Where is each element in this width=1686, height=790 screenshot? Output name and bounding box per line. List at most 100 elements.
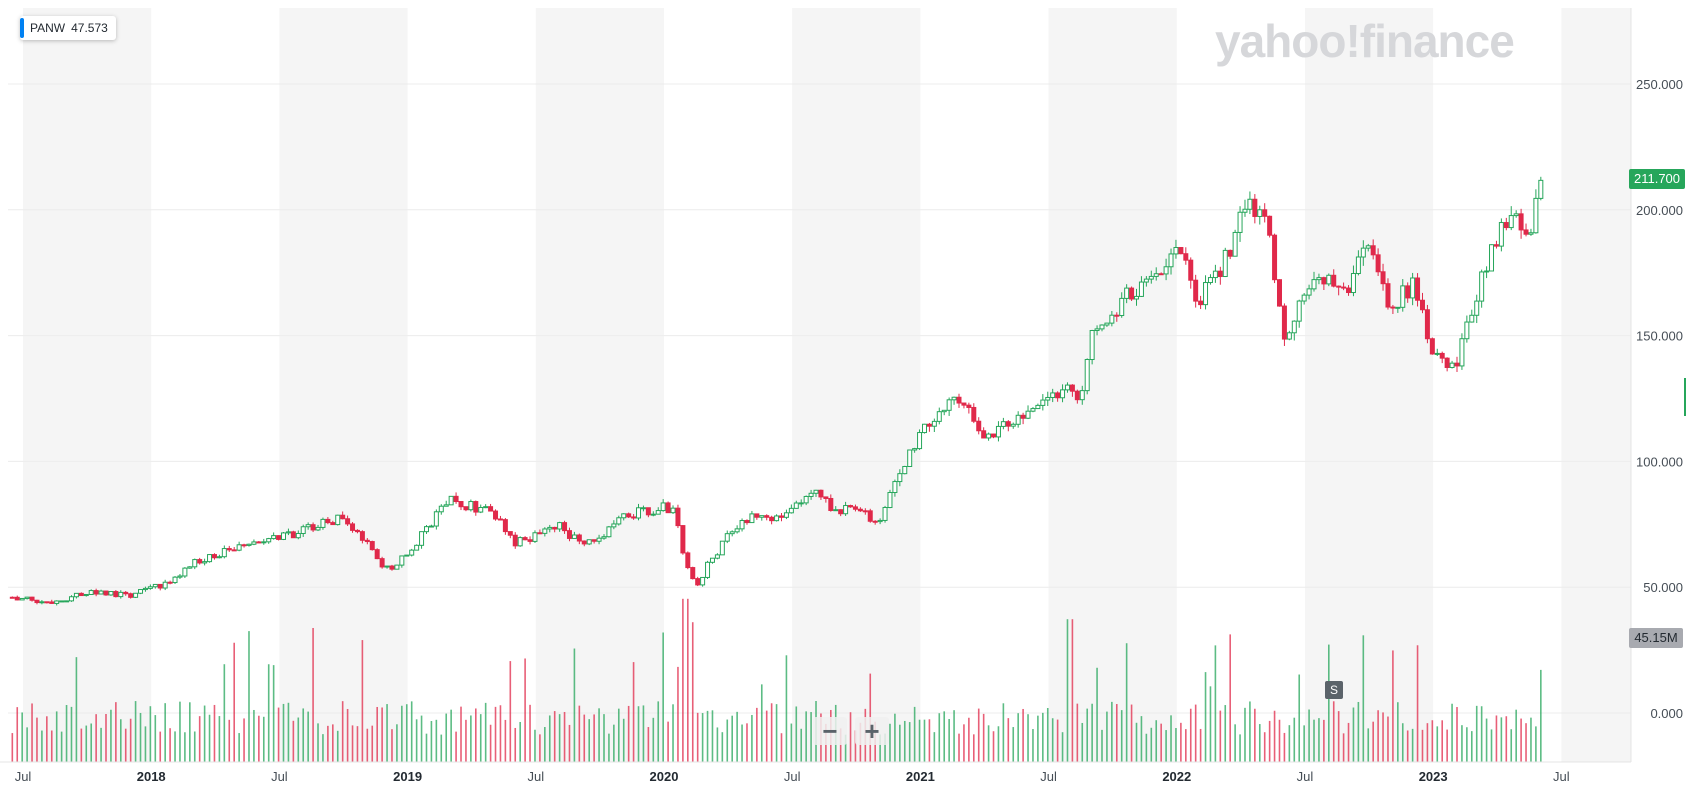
candle-body	[1355, 256, 1361, 275]
candle-body	[1055, 392, 1061, 399]
candle-body	[295, 532, 301, 539]
split-marker[interactable]: S	[1325, 681, 1343, 699]
candle-up	[1119, 292, 1125, 318]
candle-up	[443, 500, 449, 507]
y-tick-label: 200.000	[1636, 203, 1683, 218]
candle-up	[636, 503, 642, 521]
candle-down	[1336, 285, 1342, 296]
volume-bar	[1357, 701, 1360, 762]
candle-down	[340, 511, 346, 520]
candle-body	[606, 526, 612, 538]
candle-up	[951, 396, 957, 405]
candle-up	[187, 566, 193, 569]
candle-body	[1222, 249, 1228, 278]
candle-up	[798, 499, 804, 507]
candle-down	[1493, 240, 1499, 249]
volume-bar	[1263, 732, 1266, 762]
candle-body	[226, 548, 232, 551]
candle-up	[719, 540, 725, 556]
volume-bar	[1061, 732, 1064, 762]
candle-body	[971, 406, 977, 422]
candle-body	[1232, 231, 1238, 257]
candle-body	[1365, 245, 1371, 249]
candle-body	[83, 593, 89, 597]
candle-body	[443, 504, 449, 507]
candle-body	[547, 526, 553, 530]
volume-bar	[958, 733, 960, 762]
volume-bar	[519, 721, 521, 762]
volume-bar	[1392, 650, 1394, 762]
candle-body	[1163, 266, 1169, 275]
volume-bar	[179, 701, 181, 762]
candle-down	[290, 530, 296, 539]
candle-up	[1469, 309, 1475, 323]
candle-down	[167, 580, 173, 585]
candle-down	[764, 514, 770, 521]
candle-body	[1395, 306, 1401, 309]
volume-bar	[381, 707, 383, 762]
x-tick-label: Jul	[1553, 769, 1570, 784]
candle-body	[586, 539, 592, 545]
candle-up	[147, 584, 153, 590]
candle-down	[453, 492, 459, 504]
candle-body	[374, 549, 380, 560]
candle-body	[562, 522, 568, 532]
legend[interactable]: PANW 47.573	[20, 16, 116, 40]
volume-bar	[1436, 726, 1439, 762]
volume-bar	[1101, 729, 1103, 762]
volume-bar	[277, 707, 280, 762]
candle-body	[1178, 247, 1184, 255]
candle-up	[1498, 218, 1504, 252]
candle-up	[118, 590, 124, 599]
candle-up	[19, 597, 25, 601]
candle-down	[1217, 266, 1223, 285]
volume-bar	[1229, 634, 1231, 762]
candle-up	[1326, 273, 1332, 287]
candle-body	[1134, 295, 1140, 300]
candle-body	[64, 600, 70, 603]
candle-body	[1410, 277, 1416, 299]
y-tick-label: 150.000	[1636, 329, 1683, 344]
candle-body	[453, 495, 459, 503]
candle-body	[1094, 328, 1100, 332]
zoom-in-button[interactable]: +	[855, 716, 889, 746]
candle-body	[1040, 399, 1046, 406]
candle-up	[142, 586, 148, 592]
candle-down	[1178, 247, 1184, 255]
zoom-out-button[interactable]: −	[813, 716, 847, 746]
candle-body	[591, 539, 597, 542]
candle-body	[497, 518, 503, 521]
candle-down	[576, 533, 582, 545]
candle-down	[1281, 303, 1287, 346]
candle-up	[285, 528, 291, 536]
candle-up	[295, 530, 301, 540]
candle-up	[1089, 329, 1095, 365]
candle-up	[655, 507, 661, 515]
volume-bar	[1362, 635, 1365, 762]
candle-up	[902, 465, 908, 475]
candle-down	[754, 513, 760, 520]
candle-body	[1183, 253, 1189, 261]
candle-body	[167, 581, 173, 584]
volume-bar	[110, 709, 112, 762]
volume-bar	[662, 632, 664, 762]
candle-body	[468, 501, 474, 511]
volume-bar	[1515, 709, 1517, 762]
volume-bar	[1342, 733, 1345, 762]
candle-up	[1528, 228, 1534, 236]
volume-bar	[425, 733, 428, 762]
candles	[9, 176, 1544, 606]
candle-body	[59, 600, 65, 603]
candle-down	[1158, 272, 1164, 276]
candle-body	[1419, 299, 1425, 311]
candle-body	[626, 513, 632, 518]
candle-down	[276, 535, 282, 541]
candle-down	[241, 543, 247, 548]
candle-body	[1060, 389, 1066, 399]
candle-body	[931, 420, 937, 427]
volume-bar	[1170, 715, 1172, 762]
candle-up	[606, 525, 612, 538]
candle-body	[709, 557, 715, 563]
scroll-indicator[interactable]	[1684, 378, 1686, 416]
